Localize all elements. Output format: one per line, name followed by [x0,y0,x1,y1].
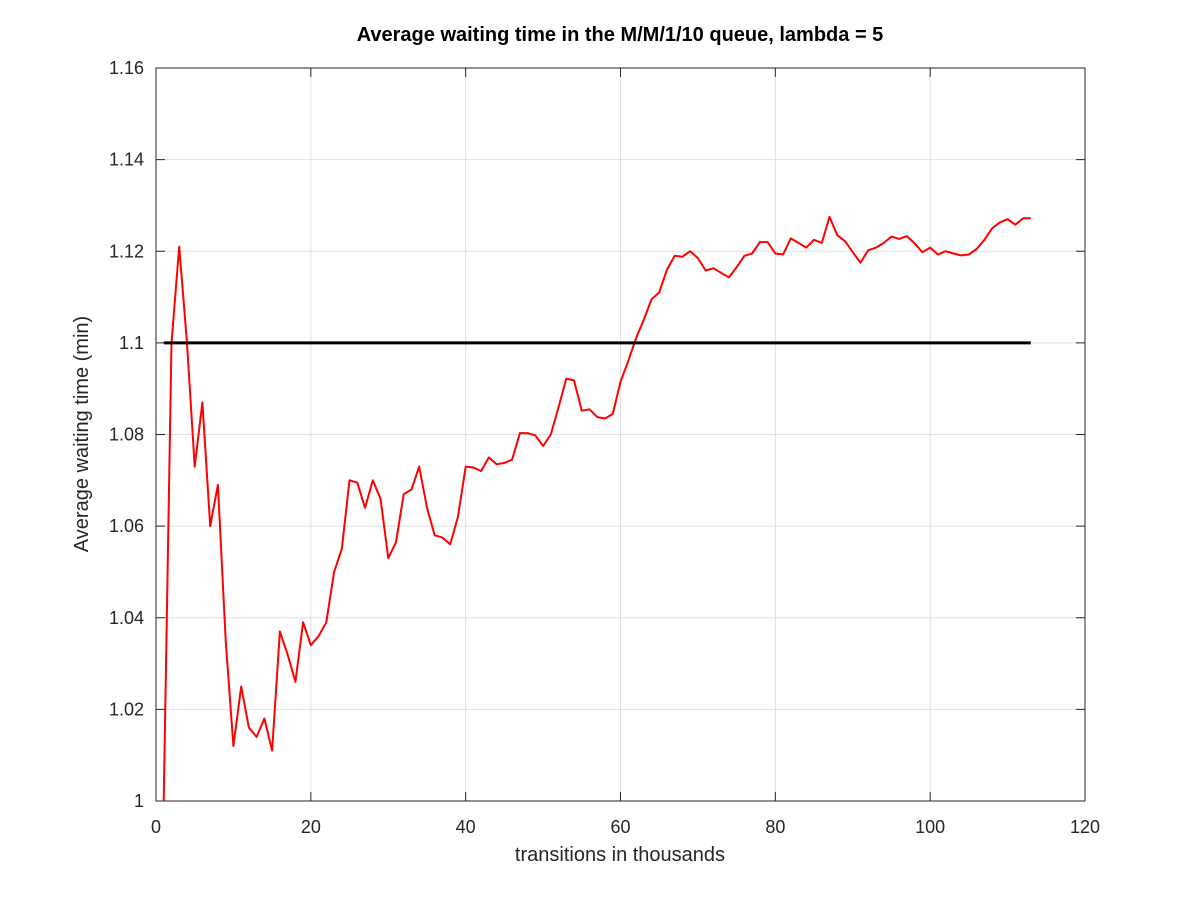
chart-title: Average waiting time in the M/M/1/10 que… [357,24,884,46]
series-layer [162,215,1031,802]
y-tick-label: 1.1 [119,333,144,353]
x-tick-label: 120 [1070,817,1100,837]
x-axis-label: transitions in thousands [515,844,725,866]
x-tick-label: 80 [765,817,785,837]
y-tick-label: 1.16 [109,58,144,78]
simulated-average-line [162,215,1031,802]
x-tick-label: 20 [301,817,321,837]
x-tick-label: 0 [151,817,161,837]
x-tick-label: 60 [610,817,630,837]
y-tick-label: 1.04 [109,608,144,628]
y-tick-label: 1.06 [109,516,144,536]
x-tick-label: 40 [456,817,476,837]
y-tick-label: 1.12 [109,241,144,261]
y-tick-label: 1 [134,791,144,811]
y-tick-label: 1.02 [109,699,144,719]
x-tick-label: 100 [915,817,945,837]
y-tick-label: 1.14 [109,150,144,170]
y-tick-label: 1.08 [109,425,144,445]
y-axis-label: Average waiting time (min) [71,316,93,552]
ticks: 0 20 40 60 80 100 120 1 1.02 1.04 1.06 1.08 1.1 1.12 1… [109,58,1100,837]
